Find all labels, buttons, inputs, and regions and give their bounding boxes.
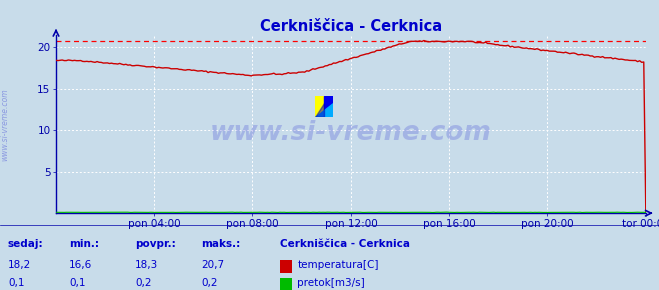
Text: 0,1: 0,1: [8, 278, 24, 288]
Polygon shape: [315, 103, 324, 117]
Text: 16,6: 16,6: [69, 260, 92, 269]
Text: sedaj:: sedaj:: [8, 239, 43, 249]
Title: Cerkniščica - Cerknica: Cerkniščica - Cerknica: [260, 19, 442, 34]
Text: www.si-vreme.com: www.si-vreme.com: [1, 88, 10, 161]
Text: 0,2: 0,2: [201, 278, 217, 288]
Text: Cerkniščica - Cerknica: Cerkniščica - Cerknica: [280, 239, 410, 249]
Text: 0,1: 0,1: [69, 278, 86, 288]
Text: pretok[m3/s]: pretok[m3/s]: [297, 278, 365, 288]
Text: www.si-vreme.com: www.si-vreme.com: [210, 120, 492, 146]
Text: povpr.:: povpr.:: [135, 239, 176, 249]
Text: maks.:: maks.:: [201, 239, 241, 249]
Text: 20,7: 20,7: [201, 260, 224, 269]
Text: min.:: min.:: [69, 239, 100, 249]
Polygon shape: [324, 96, 333, 117]
Text: 0,2: 0,2: [135, 278, 152, 288]
Text: 18,2: 18,2: [8, 260, 31, 269]
Text: 18,3: 18,3: [135, 260, 158, 269]
Text: temperatura[C]: temperatura[C]: [297, 260, 379, 269]
Polygon shape: [315, 96, 324, 117]
Polygon shape: [315, 103, 333, 117]
